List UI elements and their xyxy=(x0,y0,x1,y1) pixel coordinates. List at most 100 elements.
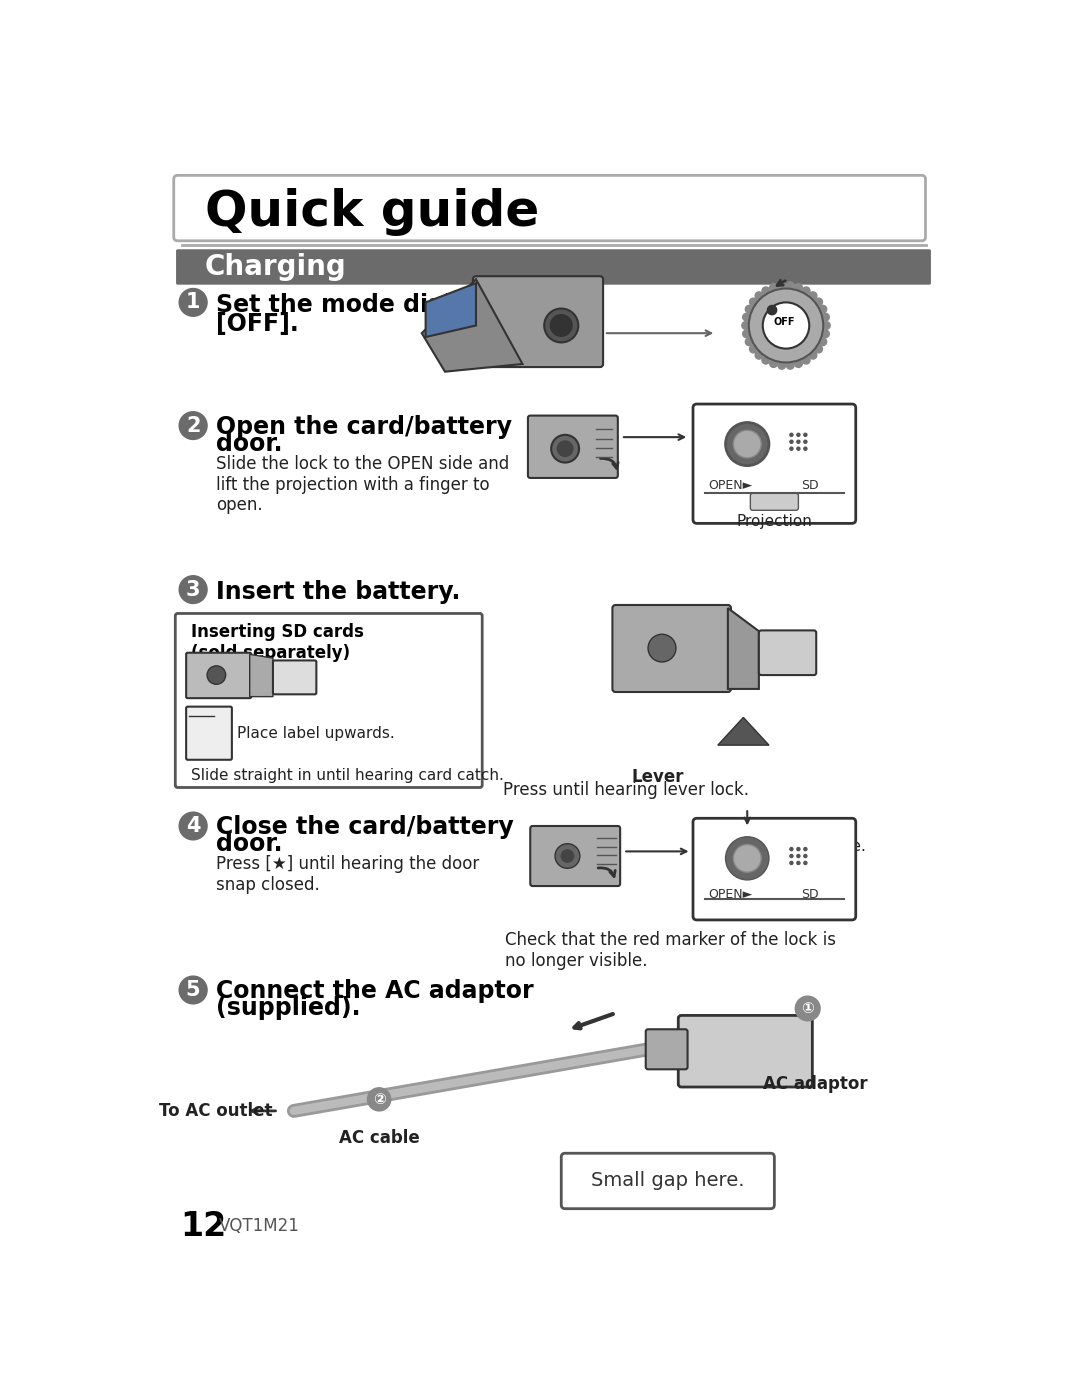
Circle shape xyxy=(726,837,769,880)
Circle shape xyxy=(802,286,810,295)
Circle shape xyxy=(544,309,578,342)
FancyBboxPatch shape xyxy=(473,277,603,367)
Circle shape xyxy=(789,862,793,865)
Circle shape xyxy=(797,447,800,450)
Circle shape xyxy=(770,284,778,291)
Text: 3: 3 xyxy=(186,580,201,599)
Polygon shape xyxy=(422,279,523,372)
Circle shape xyxy=(778,282,785,289)
FancyBboxPatch shape xyxy=(528,415,618,478)
Circle shape xyxy=(762,286,770,295)
Circle shape xyxy=(745,306,753,313)
Text: Press [★] until hearing the door
snap closed.: Press [★] until hearing the door snap cl… xyxy=(216,855,480,894)
Circle shape xyxy=(733,430,761,458)
Text: Check that the red marker of the lock is
no longer visible.: Check that the red marker of the lock is… xyxy=(505,932,836,971)
FancyBboxPatch shape xyxy=(273,661,316,694)
Circle shape xyxy=(819,306,826,313)
Text: Insert the battery.: Insert the battery. xyxy=(216,580,461,605)
Circle shape xyxy=(809,292,816,299)
Circle shape xyxy=(179,576,207,604)
FancyBboxPatch shape xyxy=(693,819,855,921)
Circle shape xyxy=(797,440,800,443)
Circle shape xyxy=(804,440,807,443)
Circle shape xyxy=(551,314,572,337)
Polygon shape xyxy=(249,654,273,697)
Text: Small gap here.: Small gap here. xyxy=(591,1172,744,1190)
Circle shape xyxy=(562,849,573,862)
Circle shape xyxy=(822,330,829,338)
Circle shape xyxy=(743,313,751,321)
Text: Lever: Lever xyxy=(632,768,685,787)
Circle shape xyxy=(795,996,820,1021)
Circle shape xyxy=(804,433,807,436)
Circle shape xyxy=(755,352,762,359)
Text: ②: ② xyxy=(373,1092,386,1106)
Text: Press until hearing lever lock.: Press until hearing lever lock. xyxy=(503,781,750,799)
Text: Projection: Projection xyxy=(737,514,812,529)
Circle shape xyxy=(789,433,793,436)
Circle shape xyxy=(804,855,807,858)
Circle shape xyxy=(750,345,757,353)
Circle shape xyxy=(797,848,800,851)
Circle shape xyxy=(207,666,226,685)
Circle shape xyxy=(822,313,829,321)
Circle shape xyxy=(743,330,751,338)
Circle shape xyxy=(748,289,823,362)
FancyBboxPatch shape xyxy=(759,630,816,675)
Text: SD: SD xyxy=(801,479,819,493)
Polygon shape xyxy=(426,284,476,337)
Text: AC cable: AC cable xyxy=(339,1129,419,1147)
Text: 5: 5 xyxy=(186,981,201,1000)
Circle shape xyxy=(786,282,794,289)
Circle shape xyxy=(179,289,207,316)
Text: OPEN►: OPEN► xyxy=(708,479,753,493)
Circle shape xyxy=(770,359,778,367)
Text: AC adaptor: AC adaptor xyxy=(764,1074,867,1092)
Circle shape xyxy=(750,298,757,306)
Text: OFF: OFF xyxy=(773,317,795,327)
Text: VQT1M21: VQT1M21 xyxy=(218,1217,299,1235)
Text: Place label upwards.: Place label upwards. xyxy=(238,726,395,740)
Text: To AC outlet: To AC outlet xyxy=(160,1102,273,1120)
Circle shape xyxy=(809,352,816,359)
Text: 1: 1 xyxy=(186,292,201,313)
Circle shape xyxy=(789,440,793,443)
Circle shape xyxy=(802,356,810,365)
Circle shape xyxy=(755,292,762,299)
Text: door.: door. xyxy=(216,432,283,455)
Text: 2: 2 xyxy=(186,415,201,436)
Circle shape xyxy=(804,447,807,450)
Circle shape xyxy=(733,844,761,872)
Polygon shape xyxy=(718,718,769,745)
Circle shape xyxy=(795,284,802,291)
Text: Quick guide: Quick guide xyxy=(205,187,539,236)
Text: Press here.: Press here. xyxy=(781,840,866,854)
FancyBboxPatch shape xyxy=(175,613,482,788)
Circle shape xyxy=(795,359,802,367)
FancyBboxPatch shape xyxy=(174,176,926,240)
Text: Slide the lock to the OPEN side and
lift the projection with a finger to
open.: Slide the lock to the OPEN side and lift… xyxy=(216,455,510,514)
Circle shape xyxy=(745,338,753,345)
Polygon shape xyxy=(728,608,759,689)
Text: OPEN►: OPEN► xyxy=(708,887,753,901)
Text: SD: SD xyxy=(801,887,819,901)
Text: ①: ① xyxy=(801,1002,814,1016)
Circle shape xyxy=(797,862,800,865)
Circle shape xyxy=(814,345,823,353)
Text: Charging: Charging xyxy=(205,253,347,281)
FancyBboxPatch shape xyxy=(562,1154,774,1208)
FancyBboxPatch shape xyxy=(751,493,798,510)
Text: door.: door. xyxy=(216,833,283,856)
FancyBboxPatch shape xyxy=(693,404,855,524)
Circle shape xyxy=(648,634,676,662)
Circle shape xyxy=(555,844,580,869)
Text: 12: 12 xyxy=(180,1210,226,1243)
Circle shape xyxy=(179,812,207,840)
Circle shape xyxy=(789,447,793,450)
Circle shape xyxy=(551,434,579,462)
Text: Open the card/battery: Open the card/battery xyxy=(216,415,512,439)
Circle shape xyxy=(804,848,807,851)
Circle shape xyxy=(726,422,769,465)
Circle shape xyxy=(762,302,809,349)
Circle shape xyxy=(804,862,807,865)
